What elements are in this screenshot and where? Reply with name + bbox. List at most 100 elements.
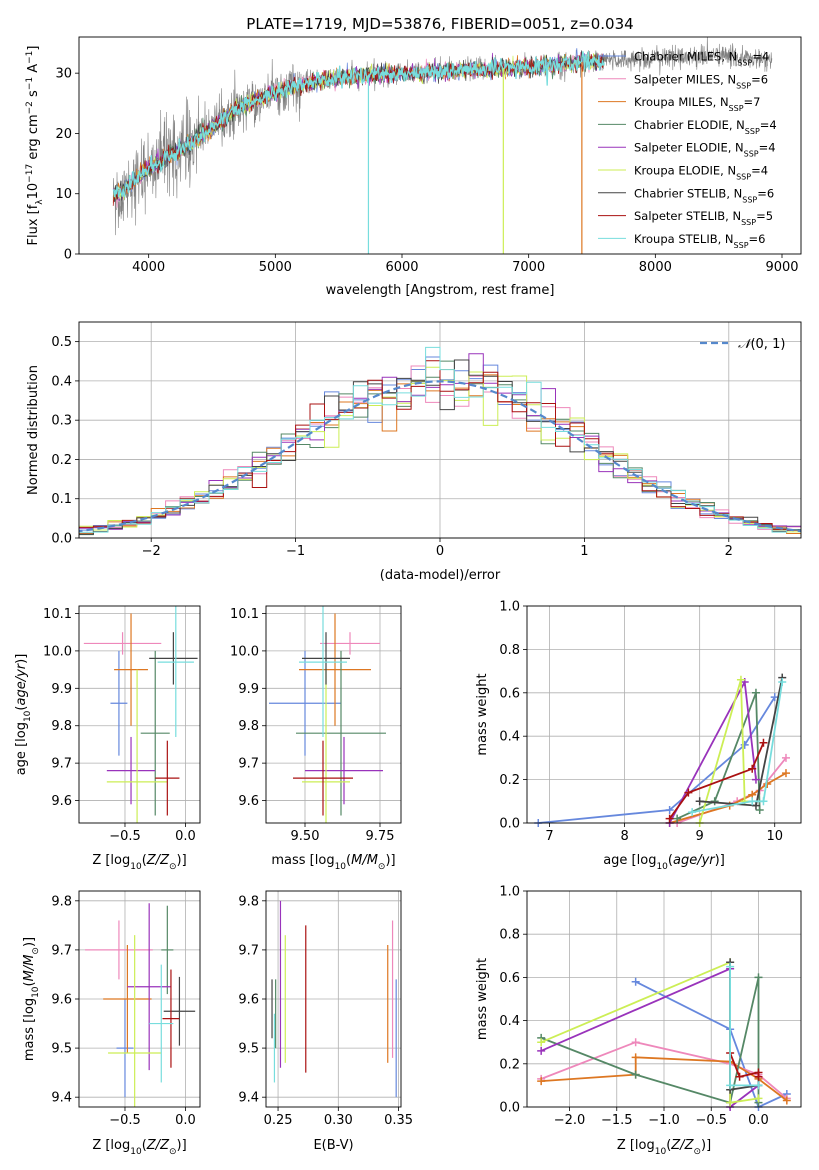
y-tick-label: 10.0: [230, 644, 259, 659]
errorbar-point-6: [106, 669, 168, 823]
y-tick-label: 20: [55, 127, 72, 142]
weight-marker: [781, 753, 790, 762]
age_vs_mass-plot-area: [269, 606, 386, 823]
x-tick-label: −1: [286, 544, 305, 559]
weight-marker: [759, 738, 768, 747]
x-tick-label: −1.5: [601, 1113, 633, 1128]
weight-line: [692, 681, 784, 813]
weight-marker: [631, 1070, 640, 1079]
x-tick-label: 9.50: [291, 829, 320, 844]
legend-label-6: Kroupa ELODIE, NSSP=4: [634, 164, 768, 182]
y-tick-label: 0.4: [499, 1014, 520, 1029]
y-tick-label: 9.8: [51, 894, 72, 909]
y-tick-label: 0.4: [51, 374, 72, 389]
legend-label-9: Kroupa STELIB, NSSP=6: [634, 232, 765, 250]
errorbar-point-4: [296, 650, 386, 816]
weight-marker: [751, 801, 760, 810]
errorbar-point-8: [162, 969, 180, 1068]
y-tick-label: 9.9: [51, 682, 72, 697]
x-tick-label: 2: [725, 544, 733, 559]
y-tick-label: 10: [55, 187, 72, 202]
model-spectrum-9: [112, 51, 605, 198]
errorbar-point-2: [83, 632, 162, 655]
weight-series-9: [688, 677, 787, 817]
x-tick-label: 0.0: [748, 1113, 769, 1128]
weight-line: [635, 980, 788, 1109]
weight-marker: [754, 1094, 763, 1103]
errorbar-point-2: [320, 632, 380, 655]
weight-series-9: [726, 962, 763, 1090]
legend-label-5: Salpeter ELODIE, NSSP=4: [634, 141, 776, 159]
y-tick-label: 9.4: [238, 1091, 259, 1106]
legend-label-8: Salpeter STELIB, NSSP=5: [634, 209, 773, 227]
weight-marker: [755, 805, 764, 814]
age_vs_Z-axes: −0.5 0.0 9.6 9.7 9.8 9.9 10.0 10.1: [43, 606, 200, 844]
y-tick-label: 9.6: [238, 993, 259, 1008]
weight-marker: [631, 1053, 640, 1062]
gaussian-curve: [79, 380, 801, 533]
gaussian-legend-label: 𝒩(0, 1): [738, 337, 785, 352]
weight-marker: [778, 677, 787, 686]
weight-marker: [754, 973, 763, 982]
legend-label-2: Salpeter MILES, NSSP=6: [634, 72, 768, 90]
y-tick-label: 9.5: [238, 1042, 259, 1057]
y-tick-label: 9.7: [51, 943, 72, 958]
residuals-ylabel: Normed distribution: [26, 365, 41, 495]
weight-marker: [673, 814, 682, 823]
errorbar-point-7: [302, 632, 350, 685]
errorbar-point-5: [106, 736, 156, 805]
x-tick-label: −0.5: [695, 1113, 727, 1128]
y-tick-label: 1.0: [499, 600, 520, 615]
weight-marker: [726, 1081, 735, 1090]
weight-vs-Z-xlabel: Z [log10(Z/Z⊙)]: [617, 1138, 711, 1157]
x-tick-label: 0.25: [264, 1113, 293, 1128]
y-tick-label: 0.0: [499, 817, 520, 832]
weight-marker: [751, 775, 760, 784]
mass_vs_ebv-frame: [265, 890, 402, 1108]
weight-marker: [695, 797, 704, 806]
mass_vs_Z-plot-area: [85, 903, 196, 1107]
weight-marker: [726, 1098, 735, 1107]
weight-marker: [781, 769, 790, 778]
residual-histogram-7: [79, 359, 801, 538]
weight-marker: [688, 808, 697, 817]
weight_vs_Z-axes: −2.0 −1.5 −1.0 −0.5 0.0 0.0 0.2 0.4 0.6 0.8 1.0: [499, 885, 801, 1128]
residuals-plot-area: [79, 346, 801, 538]
x-tick-label: −1.0: [648, 1113, 680, 1128]
x-tick-label: −2: [142, 544, 161, 559]
y-tick-label: 0.6: [499, 971, 520, 986]
y-tick-label: 9.8: [238, 894, 259, 909]
mass_vs_ebv-axes: 0.25 0.30 0.35 9.4 9.5 9.6 9.7 9.8: [238, 891, 413, 1128]
errorbar-point-3: [103, 945, 152, 1053]
weight-series-4: [673, 688, 764, 823]
y-tick-label: 0.5: [51, 335, 72, 350]
x-tick-label: 1: [580, 544, 588, 559]
errorbar-point-1: [110, 650, 128, 756]
y-tick-label: 0.8: [499, 928, 520, 943]
x-tick-label: 6000: [385, 260, 418, 275]
errorbar-point-8: [155, 740, 180, 816]
weight-marker: [759, 797, 768, 806]
weight_vs_age-ylabel: mass weight: [475, 673, 490, 755]
y-tick-label: 0: [64, 248, 72, 263]
mass-vs-ebv-xlabel: E(B-V): [313, 1138, 353, 1153]
x-tick-label: 0.30: [324, 1113, 353, 1128]
age-vs-mass-xlabel: mass [log10(M/M⊙)]: [271, 853, 395, 872]
errorbar-point-9: [149, 964, 174, 1083]
weight-marker: [537, 1038, 546, 1047]
errorbar-point-6: [108, 935, 162, 1107]
weight-line: [538, 696, 776, 824]
legend-label-3: Kroupa MILES, NSSP=7: [634, 95, 760, 113]
age_vs_Z-plot-area: [83, 606, 198, 823]
weight-marker: [710, 797, 719, 806]
weight-marker: [684, 788, 693, 797]
weight-marker: [537, 1077, 546, 1086]
errorbar-point-5: [305, 736, 383, 805]
y-tick-label: 10.0: [43, 644, 72, 659]
x-tick-label: 8: [620, 829, 628, 844]
y-tick-label: 0.6: [499, 686, 520, 701]
y-tick-label: 9.8: [238, 719, 259, 734]
spectrum-ylabel: Flux [fλ10−17 erg cm−2 s−1 A−1]: [25, 46, 45, 246]
x-tick-label: −2.0: [554, 1113, 586, 1128]
